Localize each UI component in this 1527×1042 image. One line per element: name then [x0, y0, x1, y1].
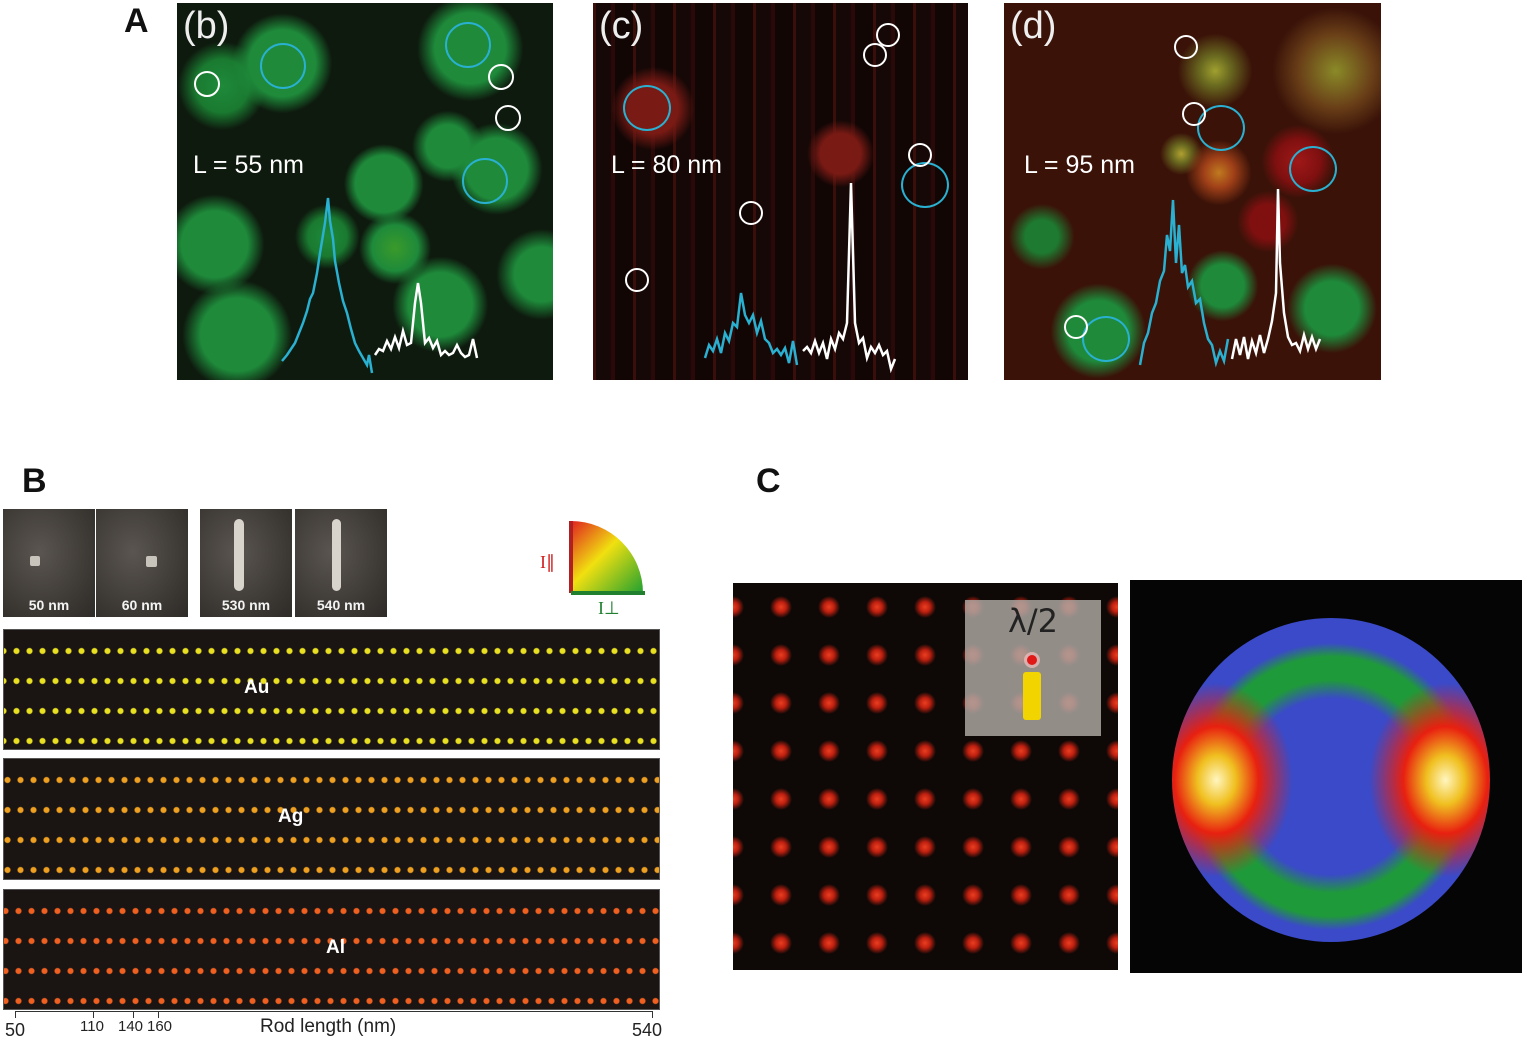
axis-tick-mark: [158, 1011, 159, 1018]
sem-image-530nm: 530 nm: [200, 509, 292, 617]
panel-b-letter: B: [22, 462, 47, 500]
material-label-ag: Ag: [278, 806, 304, 827]
nanorod-icon: [1023, 672, 1041, 720]
nanoparticle: [30, 556, 40, 566]
white-circle: [1182, 102, 1206, 126]
intensity-profiles: [703, 182, 897, 374]
axis-tick-label: 50: [5, 1020, 26, 1040]
length-label-b: L = 55 nm: [193, 151, 304, 179]
nanorod: [332, 519, 341, 591]
white-circle: [908, 143, 932, 167]
axis-tick-mark: [93, 1011, 94, 1018]
blue-circle: [1082, 316, 1130, 362]
legend-perpendicular-label: I⊥: [598, 598, 620, 618]
sem-caption: 540 nm: [316, 597, 366, 613]
white-circle: [488, 64, 514, 90]
blue-circle: [1197, 105, 1245, 151]
nanorod: [234, 519, 244, 591]
intensity-profiles: [281, 197, 479, 374]
rod-array-image: λ/2: [733, 583, 1118, 970]
blue-circle: [623, 85, 671, 131]
micrograph-b: (b) L = 55 nm: [177, 3, 553, 380]
x-axis-title: Rod length (nm): [260, 1016, 397, 1037]
panel-c-letter: C: [756, 462, 781, 500]
white-circle: [1064, 315, 1088, 339]
inset-label: λ/2: [1007, 602, 1059, 640]
axis-tick-label: 540: [632, 1020, 663, 1040]
panel-a-letter: A: [124, 2, 149, 40]
material-label-au: Au: [244, 677, 270, 698]
subpanel-label-b: (b): [183, 5, 230, 47]
length-label-d: L = 95 nm: [1024, 151, 1135, 179]
blue-circle: [462, 158, 508, 204]
back-focal-plane-image: [1130, 580, 1522, 973]
sem-image-540nm: 540 nm: [295, 509, 387, 617]
nanoparticle: [146, 556, 157, 567]
length-label-c: L = 80 nm: [611, 151, 722, 179]
spectral-strip-au: Au: [3, 629, 660, 750]
white-circle: [1174, 35, 1198, 59]
spectral-strip-al: Al: [3, 889, 660, 1010]
micrograph-d: (d) L = 95 nm: [1004, 3, 1381, 380]
axis-tick-label: 110: [80, 1018, 104, 1035]
axis-tick-label: 140: [118, 1018, 144, 1035]
material-label-al: Al: [326, 937, 345, 958]
white-circle: [863, 43, 887, 67]
emitter-dot-icon: [1027, 655, 1037, 665]
axis-tick-mark: [15, 1011, 16, 1018]
emission-ring: [1172, 618, 1490, 942]
micrograph-c: (c) L = 80 nm: [593, 3, 968, 380]
white-circle: [194, 71, 220, 97]
sem-caption: 60 nm: [121, 597, 163, 613]
inset-lambda-half: λ/2: [965, 600, 1101, 736]
subpanel-label-d: (d): [1010, 5, 1057, 47]
white-circle: [495, 105, 521, 131]
subpanel-label-c: (c): [599, 5, 644, 47]
axis-tick-mark: [652, 1011, 653, 1018]
legend-parallel-label: I∥: [540, 552, 555, 572]
sem-caption: 50 nm: [28, 597, 70, 613]
blue-circle: [1289, 146, 1337, 192]
spectral-strip-ag: Ag: [3, 758, 660, 880]
white-circle: [625, 268, 649, 292]
white-circle: [876, 23, 900, 47]
sem-image-60nm: 60 nm: [96, 509, 188, 617]
intensity-profiles: [1138, 188, 1322, 368]
axis-tick-label: 160: [147, 1018, 173, 1035]
white-circle: [739, 201, 763, 225]
x-axis-line: [15, 1011, 653, 1012]
polarization-legend: [566, 518, 648, 598]
blue-circle: [260, 43, 306, 89]
axis-tick-mark: [133, 1011, 134, 1018]
blue-circle: [445, 22, 491, 68]
sem-image-50nm: 50 nm: [3, 509, 95, 617]
quarter-circle-colormap-icon: [569, 521, 645, 595]
sem-caption: 530 nm: [221, 597, 271, 613]
